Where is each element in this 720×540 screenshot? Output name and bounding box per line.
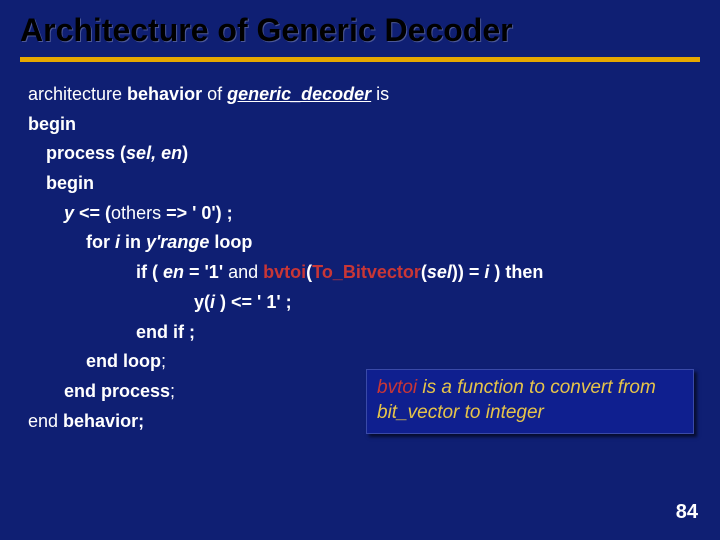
paren: )): [452, 262, 464, 282]
fn-tobitvector: To_Bitvector: [312, 262, 421, 282]
callout-type: bit_vector: [377, 402, 459, 423]
code-line: y <= (others => ' 0') ;: [64, 199, 692, 229]
sensitivity-list: sel, en: [126, 143, 182, 163]
kw-process: process: [46, 143, 120, 163]
kw-for: for: [86, 232, 115, 252]
literal: = '1': [184, 262, 228, 282]
code-line: begin: [46, 169, 692, 199]
sig-en: en: [163, 262, 184, 282]
kw-others: others: [111, 203, 161, 223]
var-i: i: [115, 232, 125, 252]
ident-behavior: behavior: [127, 84, 207, 104]
literal: ) <= ' 1' ;: [220, 292, 292, 312]
callout-text: to: [459, 402, 485, 423]
semi: ;: [170, 381, 175, 401]
code-line: if ( en = '1' and bvtoi(To_Bitvector(sel…: [136, 258, 692, 288]
kw-endprocess: end process: [64, 381, 170, 401]
literal: => ' 0') ;: [161, 203, 233, 223]
kw-endif: end if ;: [136, 322, 195, 342]
var-i: i: [210, 292, 220, 312]
var-i: i: [484, 262, 494, 282]
code-line: y(i ) <= ' 1' ;: [194, 288, 692, 318]
semi: ;: [161, 351, 166, 371]
op: =: [464, 262, 485, 282]
kw-architecture: architecture: [28, 84, 127, 104]
kw-end: end: [28, 411, 63, 431]
kw-if: if: [136, 262, 152, 282]
entity-name: generic_decoder: [227, 84, 371, 104]
kw-and: and: [228, 262, 263, 282]
code-line: begin: [28, 110, 692, 140]
callout-box: bvtoi is a function to convert from bit_…: [366, 369, 694, 434]
code-line: end if ;: [136, 318, 692, 348]
kw-begin: begin: [28, 114, 76, 134]
page-number: 84: [676, 501, 698, 524]
sig-y: y(: [194, 292, 210, 312]
sig-sel: sel: [427, 262, 452, 282]
slide-title: Architecture of Generic Decoder: [20, 12, 700, 49]
kw-in: in: [125, 232, 146, 252]
paren: ): [494, 262, 505, 282]
kw-then: then: [505, 262, 543, 282]
kw-begin: begin: [46, 173, 94, 193]
callout-text: is a function to convert from: [417, 377, 656, 398]
callout-fn: bvtoi: [377, 377, 417, 398]
paren: (: [152, 262, 163, 282]
paren: ): [182, 143, 188, 163]
kw-of: of: [207, 84, 227, 104]
code-line: process (sel, en): [46, 139, 692, 169]
kw-is: is: [371, 84, 389, 104]
range: y'range: [146, 232, 209, 252]
kw-loop: loop: [209, 232, 252, 252]
ident-behavior: behavior;: [63, 411, 144, 431]
code-line: for i in y'range loop: [86, 228, 692, 258]
op: <= (: [79, 203, 111, 223]
title-area: Architecture of Generic Decoder: [0, 0, 720, 62]
fn-bvtoi: bvtoi: [263, 262, 306, 282]
callout-type: integer: [486, 402, 544, 423]
code-line: architecture behavior of generic_decoder…: [28, 80, 692, 110]
sig-y: y: [64, 203, 79, 223]
kw-endloop: end loop: [86, 351, 161, 371]
